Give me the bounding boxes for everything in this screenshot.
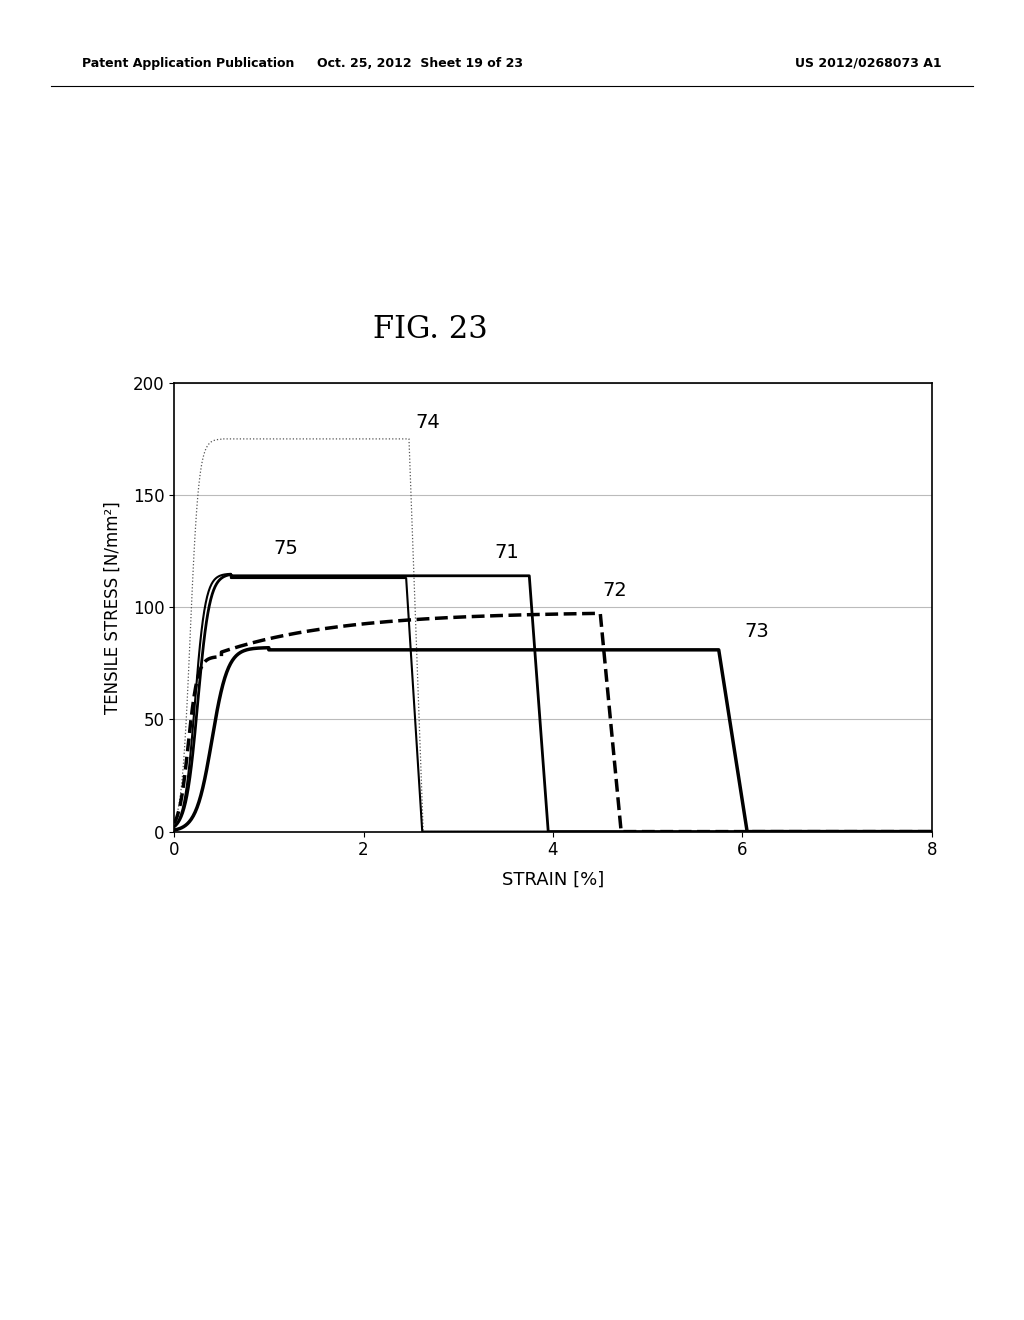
Text: US 2012/0268073 A1: US 2012/0268073 A1 bbox=[796, 57, 942, 70]
Text: 73: 73 bbox=[744, 622, 769, 642]
Text: Patent Application Publication: Patent Application Publication bbox=[82, 57, 294, 70]
Text: 75: 75 bbox=[273, 539, 298, 558]
Text: FIG. 23: FIG. 23 bbox=[373, 314, 487, 346]
X-axis label: STRAIN [%]: STRAIN [%] bbox=[502, 870, 604, 888]
Text: 71: 71 bbox=[495, 544, 519, 562]
Text: 72: 72 bbox=[602, 582, 627, 601]
Text: Oct. 25, 2012  Sheet 19 of 23: Oct. 25, 2012 Sheet 19 of 23 bbox=[316, 57, 523, 70]
Text: 74: 74 bbox=[416, 413, 440, 432]
Y-axis label: TENSILE STRESS [N/mm²]: TENSILE STRESS [N/mm²] bbox=[103, 500, 122, 714]
